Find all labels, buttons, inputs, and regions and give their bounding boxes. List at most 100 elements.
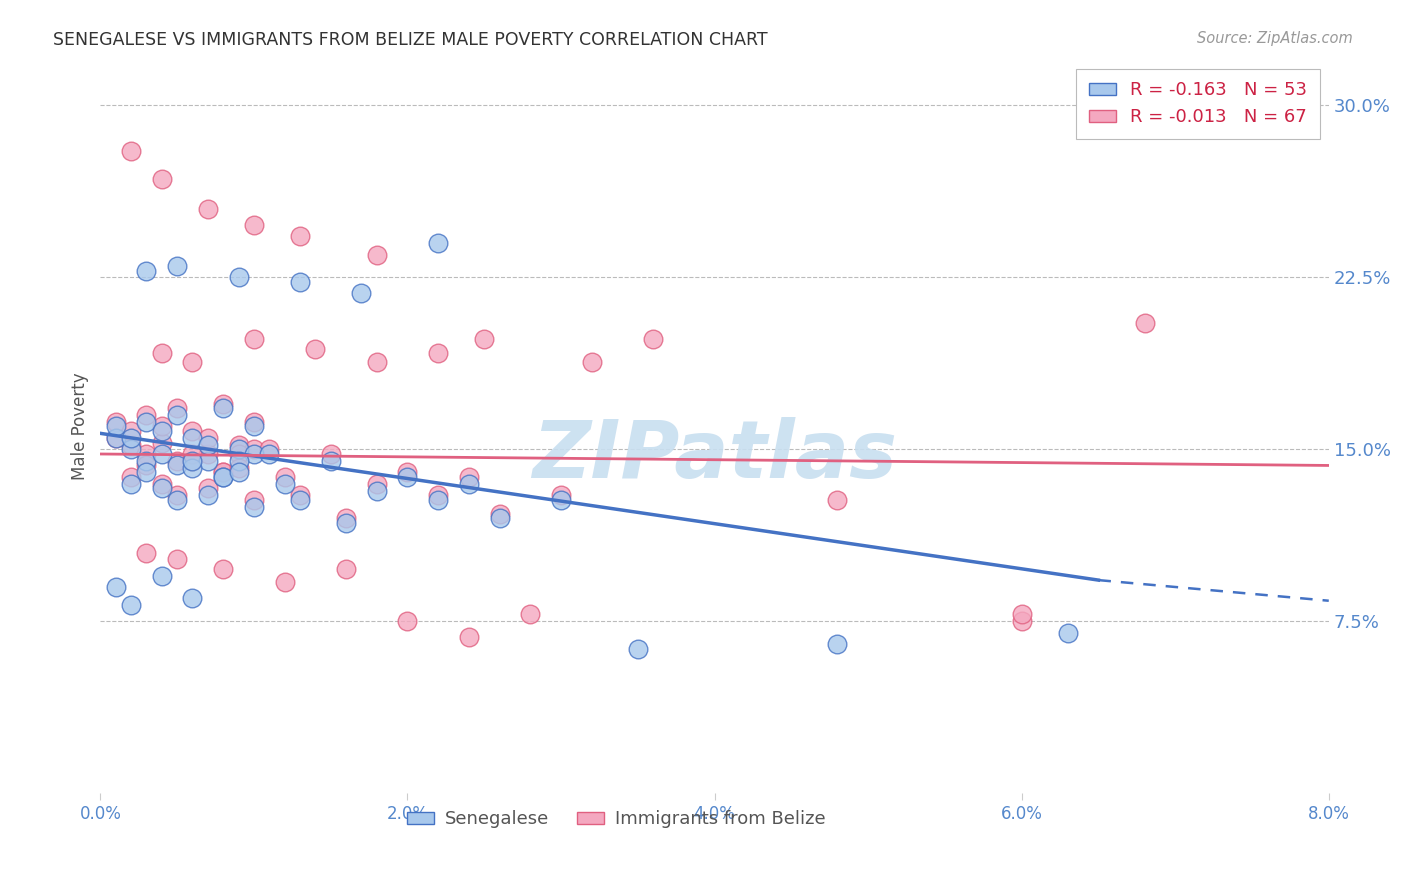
Point (197, 202, 219, 216)
Point (120, 599, 142, 613)
Point (135, 458, 157, 473)
Point (1133, 316, 1156, 330)
Point (1011, 607, 1033, 622)
Point (335, 511, 357, 525)
Point (104, 415, 127, 429)
Point (166, 492, 188, 507)
Point (166, 259, 188, 273)
Point (150, 419, 173, 434)
Point (197, 482, 219, 496)
Point (243, 442, 266, 457)
Point (104, 580, 127, 594)
Point (488, 511, 510, 525)
Point (120, 476, 142, 491)
Point (135, 415, 157, 429)
Point (259, 442, 281, 457)
Point (350, 286, 373, 301)
Point (166, 401, 188, 416)
Point (288, 492, 311, 507)
Point (120, 470, 142, 484)
Point (150, 568, 173, 582)
Point (228, 438, 250, 452)
Point (197, 447, 219, 461)
Point (319, 447, 342, 461)
Point (519, 607, 541, 622)
Point (1056, 625, 1078, 640)
Point (335, 561, 357, 575)
Text: SENEGALESE VS IMMIGRANTS FROM BELIZE MALE POVERTY CORRELATION CHART: SENEGALESE VS IMMIGRANTS FROM BELIZE MAL… (53, 31, 768, 49)
Point (396, 466, 419, 480)
Point (104, 419, 127, 434)
Point (243, 332, 266, 346)
Point (243, 415, 266, 429)
Point (104, 431, 127, 445)
Point (181, 424, 204, 438)
Point (259, 447, 281, 461)
Point (166, 458, 188, 473)
Point (457, 631, 479, 645)
Point (212, 470, 235, 484)
Point (335, 516, 357, 530)
Point (550, 492, 572, 507)
Point (166, 488, 188, 502)
Point (120, 442, 142, 457)
Point (212, 466, 235, 480)
Point (197, 438, 219, 452)
Point (366, 483, 388, 498)
Point (228, 460, 250, 475)
Point (181, 454, 204, 468)
Point (166, 408, 188, 422)
Point (427, 346, 450, 360)
Point (212, 401, 235, 416)
Point (243, 447, 266, 461)
Point (581, 355, 603, 369)
Point (197, 454, 219, 468)
Point (228, 447, 250, 461)
Point (304, 342, 326, 356)
Point (212, 396, 235, 410)
Point (135, 408, 157, 422)
Point (104, 431, 127, 445)
Point (212, 470, 235, 484)
Point (643, 332, 665, 346)
Point (135, 466, 157, 480)
Point (288, 229, 311, 244)
Point (273, 470, 295, 484)
Point (150, 424, 173, 438)
Point (228, 466, 250, 480)
Point (273, 476, 295, 491)
Point (120, 424, 142, 438)
Text: Source: ZipAtlas.com: Source: ZipAtlas.com (1197, 31, 1353, 46)
Point (457, 476, 479, 491)
Point (243, 218, 266, 232)
Point (1011, 615, 1033, 629)
Point (273, 575, 295, 590)
Point (427, 488, 450, 502)
Point (135, 545, 157, 559)
Point (181, 591, 204, 606)
Point (472, 332, 495, 346)
Text: ZIPatlas: ZIPatlas (531, 417, 897, 495)
Point (427, 235, 450, 250)
Point (212, 466, 235, 480)
Point (120, 145, 142, 159)
Point (120, 431, 142, 445)
Point (135, 454, 157, 468)
Point (197, 431, 219, 445)
Point (457, 470, 479, 484)
Point (150, 476, 173, 491)
Point (135, 263, 157, 277)
Point (181, 447, 204, 461)
Point (550, 488, 572, 502)
Point (228, 270, 250, 285)
Point (627, 641, 650, 656)
Point (181, 431, 204, 445)
Point (181, 460, 204, 475)
Point (228, 442, 250, 457)
Point (228, 454, 250, 468)
Point (288, 488, 311, 502)
Point (150, 482, 173, 496)
Point (366, 247, 388, 261)
Point (181, 454, 204, 468)
Point (181, 355, 204, 369)
